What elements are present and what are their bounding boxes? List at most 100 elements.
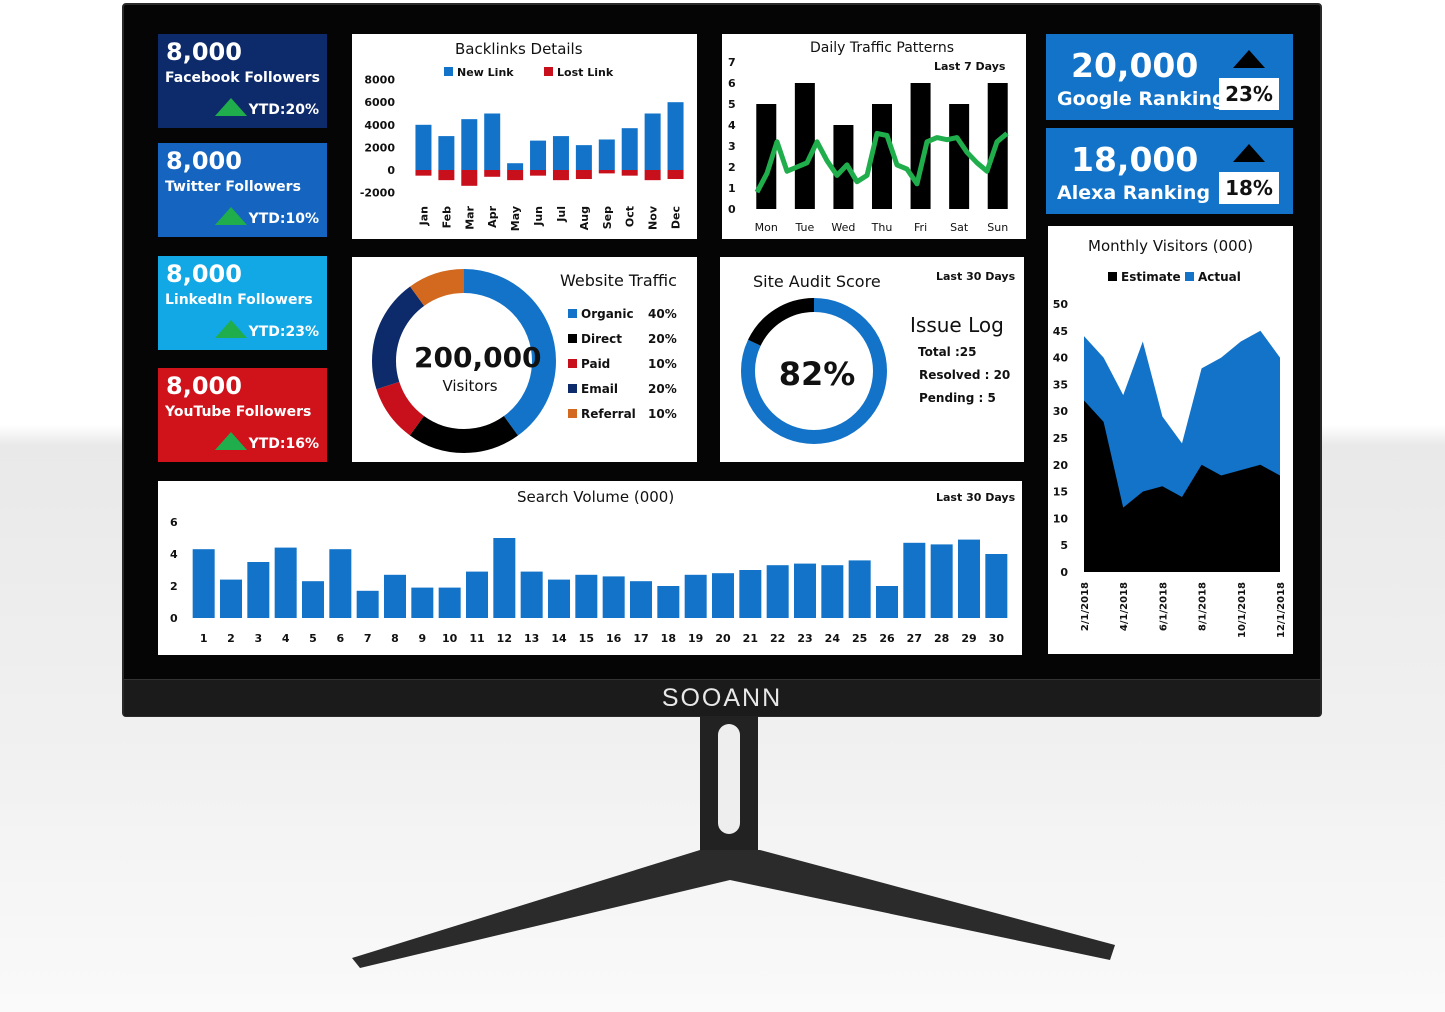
month-label: Nov	[647, 205, 660, 230]
ranking-value: 18,000	[1071, 140, 1199, 179]
month-label: May	[509, 206, 522, 231]
day-label: 23	[797, 632, 812, 645]
chart-subtitle: Last 30 Days	[936, 491, 1016, 504]
y-tick-label: 4	[728, 119, 736, 132]
visitors-label: Visitors	[442, 377, 498, 395]
day-label: 21	[743, 632, 758, 645]
day-label: 10	[442, 632, 458, 645]
day-label: 19	[688, 632, 703, 645]
search-volume-bar	[548, 579, 570, 618]
day-label: 11	[469, 632, 484, 645]
traffic-bar	[872, 104, 892, 209]
ranking-label: Alexa Ranking	[1057, 182, 1211, 204]
y-tick-label: 25	[1053, 432, 1068, 445]
chart-title: Monthly Visitors (000)	[1088, 237, 1254, 255]
lost-link-bar	[415, 170, 432, 176]
new-link-bar	[438, 136, 455, 170]
legend-estimate: Estimate	[1108, 270, 1181, 284]
issue-resolved: Resolved : 20	[919, 368, 1011, 382]
ranking-percent: 23%	[1219, 78, 1279, 110]
search-volume-bar	[930, 544, 953, 618]
new-link-bar	[667, 102, 684, 170]
search-volume-bar	[192, 549, 215, 618]
legend-new-link: New Link	[444, 66, 514, 79]
new-link-bar	[575, 145, 592, 170]
up-triangle-icon	[1233, 144, 1265, 162]
day-label: Sat	[950, 221, 969, 234]
follower-tile: 8,000 Facebook Followers YTD:20%	[158, 34, 327, 128]
search-volume-bar	[247, 562, 270, 618]
y-tick-label: 4000	[364, 119, 395, 132]
y-tick-label: 15	[1053, 486, 1068, 499]
y-tick-label: 6000	[364, 96, 395, 109]
new-link-bar	[621, 128, 638, 170]
issue-log-title: Issue Log	[910, 313, 1004, 337]
backlinks-panel: Backlinks Details New Link Lost Link 800…	[352, 34, 697, 239]
y-tick-label: 50	[1053, 298, 1069, 311]
y-tick-label: 4	[170, 548, 178, 561]
search-volume-bar	[876, 586, 898, 618]
up-triangle-icon	[214, 432, 247, 450]
audit-score-donut	[741, 298, 887, 444]
month-label: Feb	[440, 206, 453, 229]
search-volume-bar	[712, 573, 734, 618]
chart-subtitle: Last 7 Days	[934, 60, 1006, 73]
day-label: 20	[715, 632, 731, 645]
traffic-slice	[372, 269, 556, 453]
legend-item: Paid 10%	[568, 357, 678, 371]
up-triangle-icon	[214, 207, 247, 225]
search-volume-bar	[684, 574, 707, 618]
issue-pending: Pending : 5	[919, 391, 996, 405]
ytd-growth: YTD:20%	[214, 98, 319, 118]
search-volume-bar	[575, 574, 598, 618]
follower-tile: 8,000 LinkedIn Followers YTD:23%	[158, 256, 327, 350]
day-label: 22	[770, 632, 785, 645]
month-label: Mar	[463, 205, 476, 229]
day-label: 14	[551, 632, 567, 645]
chart-title: Backlinks Details	[455, 40, 583, 58]
ytd-growth: YTD:16%	[214, 432, 319, 452]
up-triangle-icon	[1233, 50, 1265, 68]
chart-title: Website Traffic	[560, 271, 677, 290]
search-volume-bar	[848, 560, 871, 618]
day-label: 26	[879, 632, 895, 645]
y-tick-label: -2000	[360, 187, 396, 200]
follower-label: Twitter Followers	[165, 179, 301, 195]
search-volume-bar	[739, 570, 762, 618]
search-volume-bar	[985, 554, 1008, 618]
lost-link-bar	[530, 170, 547, 176]
chart-title: Search Volume (000)	[517, 488, 675, 506]
day-label: 16	[606, 632, 622, 645]
legend-actual: Actual	[1185, 270, 1241, 284]
y-tick-label: 6	[170, 516, 178, 529]
month-label: Aug	[578, 206, 591, 230]
follower-label: Facebook Followers	[165, 70, 320, 86]
lost-link-bar	[552, 170, 569, 181]
day-label: 18	[661, 632, 676, 645]
x-tick-label: 12/1/2018	[1276, 582, 1287, 638]
traffic-trend-line	[754, 130, 1009, 194]
day-label: 15	[579, 632, 594, 645]
traffic-bar	[949, 104, 970, 209]
up-triangle-icon	[214, 320, 247, 338]
legend-item: Organic 40%	[568, 307, 678, 321]
day-label: Tue	[794, 221, 814, 234]
day-label: 17	[633, 632, 648, 645]
search-volume-bar	[821, 565, 844, 618]
day-label: Mon	[755, 221, 778, 234]
search-volume-bar	[903, 542, 926, 618]
y-tick-label: 5	[1060, 539, 1068, 552]
day-label: 28	[934, 632, 949, 645]
x-tick-label: 10/1/2018	[1237, 582, 1248, 638]
chart-subtitle: Last 30 Days	[936, 270, 1016, 283]
ranking-tile: 18,000 Alexa Ranking 18%	[1046, 128, 1293, 214]
traffic-slice	[372, 269, 556, 453]
y-tick-label: 8000	[364, 74, 395, 87]
day-label: 25	[852, 632, 867, 645]
y-tick-label: 0	[387, 164, 395, 177]
search-volume-bar	[411, 587, 434, 618]
monitor-chin: SOOANN	[124, 679, 1320, 716]
search-volume-bar	[958, 539, 980, 618]
